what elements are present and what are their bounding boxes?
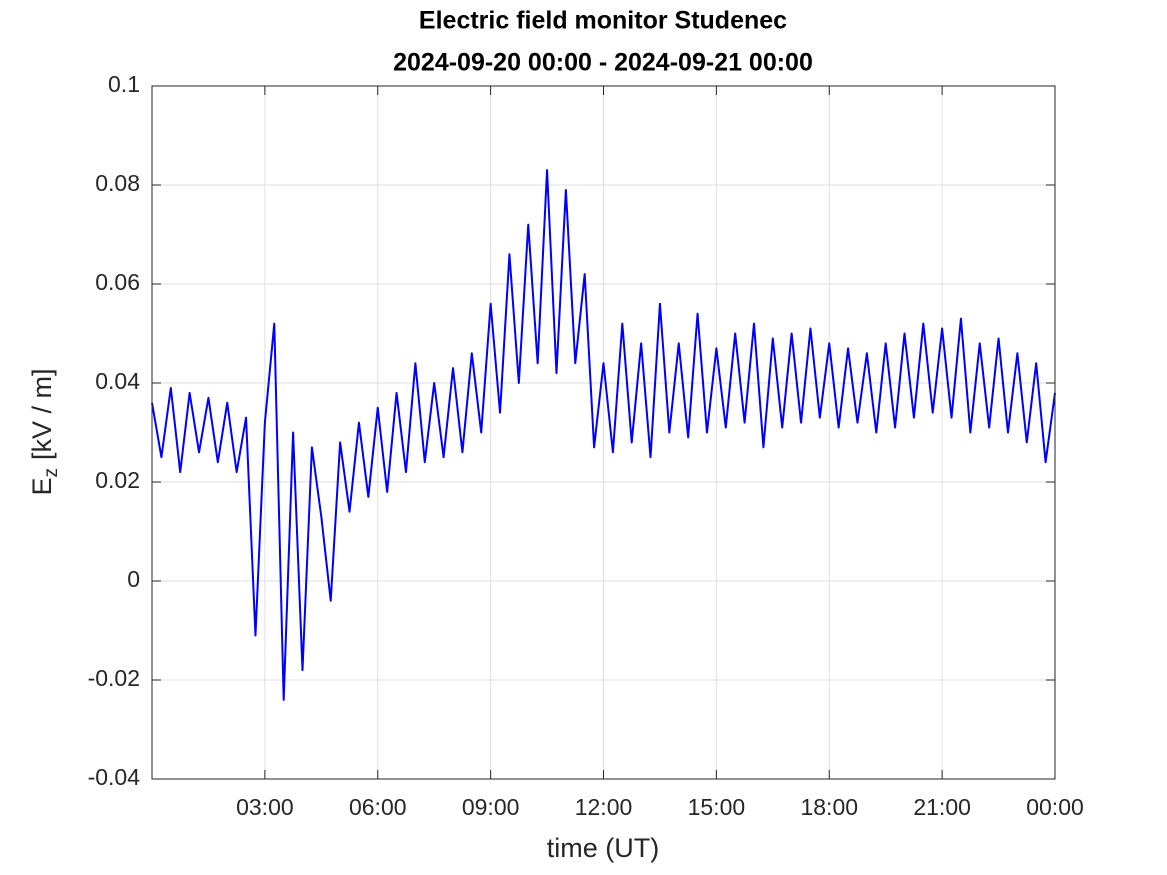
- y-axis-label: Ez [kV / m]: [27, 368, 62, 495]
- x-tick-label: 09:00: [462, 794, 520, 820]
- chart-subtitle: 2024-09-20 00:00 - 2024-09-21 00:00: [393, 49, 813, 77]
- y-label-main: E: [27, 478, 57, 496]
- x-tick-label: 03:00: [236, 794, 294, 820]
- y-label-subscript: z: [41, 468, 62, 478]
- y-tick-label: -0.04: [88, 764, 141, 790]
- y-tick-label: 0.02: [95, 467, 140, 493]
- x-tick-label: 06:00: [349, 794, 407, 820]
- x-tick-label: 15:00: [688, 794, 746, 820]
- y-label-unit: [kV / m]: [27, 368, 57, 460]
- chart-title: Electric field monitor Studenec: [419, 7, 787, 35]
- x-tick-label: 12:00: [575, 794, 633, 820]
- y-tick-label: 0: [127, 566, 140, 592]
- y-tick-label: 0.1: [108, 71, 140, 97]
- x-tick-label: 18:00: [800, 794, 858, 820]
- plot-border: [151, 85, 1056, 780]
- data-line: [151, 169, 1056, 701]
- x-tick-label: 21:00: [913, 794, 971, 820]
- y-tick-label: 0.06: [95, 269, 140, 295]
- y-tick-label: 0.04: [95, 368, 140, 394]
- x-axis-label: time (UT): [547, 833, 659, 863]
- y-tick-label: -0.02: [88, 665, 140, 691]
- x-tick-label: 00:00: [1026, 794, 1084, 820]
- y-tick-label: 0.08: [95, 170, 140, 196]
